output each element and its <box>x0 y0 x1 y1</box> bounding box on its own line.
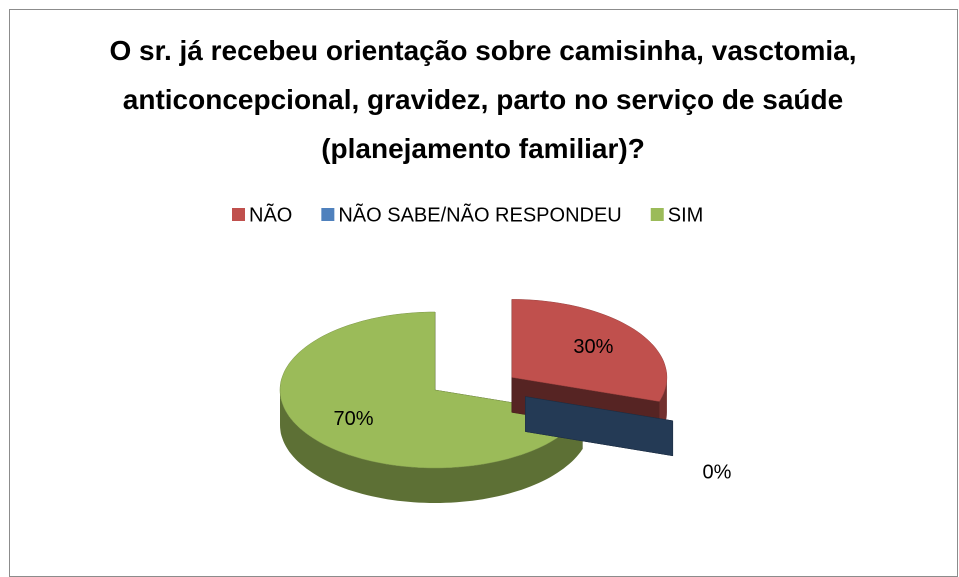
legend-swatch <box>650 208 664 221</box>
data-label: 30% <box>573 336 613 358</box>
legend-label: SIM <box>668 204 704 226</box>
slice <box>279 311 583 469</box>
chart-title: O sr. já recebeu orientação sobre camisi… <box>109 35 857 164</box>
slice <box>511 299 668 402</box>
legend-swatch <box>321 208 335 221</box>
data-label: 0% <box>703 461 732 483</box>
title-wrap: O sr. já recebeu orientação sobre camisi… <box>9 26 957 173</box>
legend-swatch <box>232 208 245 221</box>
legend-label: NÃO <box>249 202 292 226</box>
data-label: 70% <box>333 408 373 430</box>
slice-side <box>525 396 674 457</box>
slice-wall <box>280 390 583 503</box>
legend-label: NÃO SABE/NÃO RESPONDEU <box>338 202 621 226</box>
